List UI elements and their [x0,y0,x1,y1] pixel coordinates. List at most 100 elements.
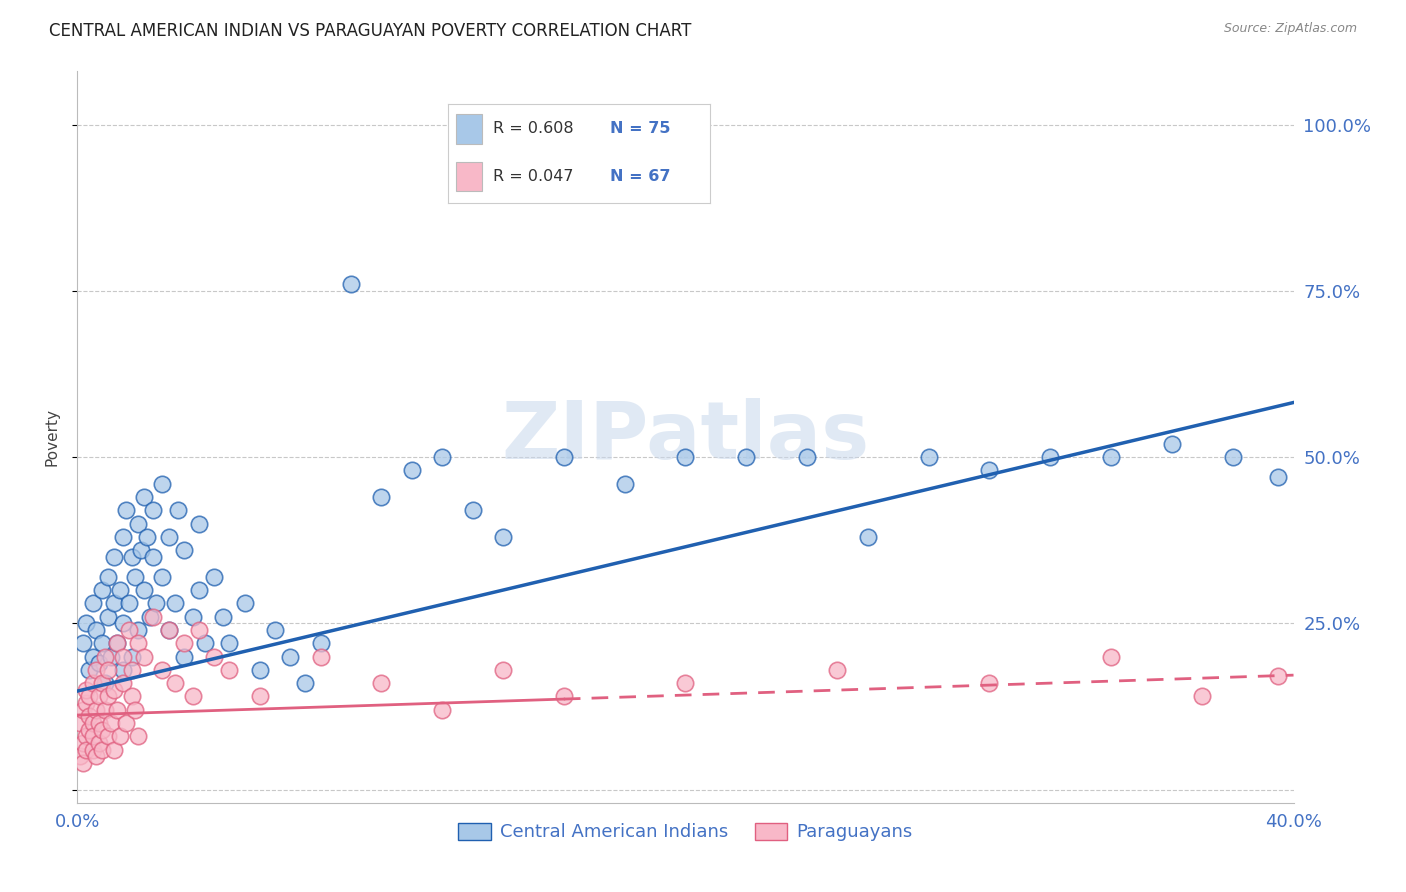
Point [202,649,225,664]
Point [82,742,104,756]
Point [1222,450,1244,464]
Point [97,729,120,743]
Point [613,476,636,491]
Point [82,716,104,731]
Point [87,736,110,750]
Point [121,690,143,704]
Point [97,690,120,704]
Point [430,703,453,717]
Point [142,549,165,564]
Point [553,450,575,464]
Point [1267,669,1289,683]
Point [249,690,271,704]
Point [72,736,94,750]
Point [72,756,94,770]
Point [72,703,94,717]
Point [79,709,101,723]
Point [121,663,143,677]
Point [675,676,697,690]
Point [1161,436,1184,450]
Point [111,676,134,690]
Point [856,530,879,544]
Point [181,690,204,704]
Point [121,649,143,664]
Point [103,596,125,610]
Point [129,543,152,558]
Point [157,530,180,544]
Point [152,663,174,677]
Point [90,723,112,737]
Point [90,676,112,690]
Point [134,649,156,664]
Point [90,636,112,650]
Point [188,623,211,637]
Point [1099,649,1122,664]
Point [118,623,141,637]
Point [553,690,575,704]
Point [264,623,287,637]
Point [82,729,104,743]
Point [90,582,112,597]
Point [100,649,122,664]
Point [97,609,120,624]
Point [461,503,484,517]
Point [294,676,316,690]
Point [93,703,115,717]
Point [152,476,174,491]
Point [218,636,240,650]
Point [82,596,104,610]
Point [1191,690,1213,704]
Point [173,649,195,664]
Point [134,582,156,597]
Point [127,623,149,637]
Point [136,530,159,544]
Point [75,742,97,756]
Point [979,463,1001,477]
Point [75,729,97,743]
Point [134,490,156,504]
Point [675,450,697,464]
Point [166,503,188,517]
Point [103,682,125,697]
Point [309,649,332,664]
Point [492,530,515,544]
Text: CENTRAL AMERICAN INDIAN VS PARAGUAYAN POVERTY CORRELATION CHART: CENTRAL AMERICAN INDIAN VS PARAGUAYAN PO… [49,22,692,40]
Point [278,649,301,664]
Point [142,609,165,624]
Point [152,570,174,584]
Point [105,703,128,717]
Y-axis label: Poverty: Poverty [44,408,59,467]
Point [93,676,115,690]
Point [173,636,195,650]
Point [69,716,91,731]
Point [212,609,235,624]
Point [1039,450,1062,464]
Point [827,663,849,677]
Point [84,623,107,637]
Point [735,450,758,464]
Point [121,549,143,564]
Point [75,682,97,697]
Point [69,749,91,764]
Point [163,596,186,610]
Point [233,596,256,610]
Legend: Central American Indians, Paraguayans: Central American Indians, Paraguayans [451,815,920,848]
Point [142,503,165,517]
Point [163,676,186,690]
Point [108,582,131,597]
Point [84,703,107,717]
Point [79,723,101,737]
Text: Source: ZipAtlas.com: Source: ZipAtlas.com [1223,22,1357,36]
Point [218,663,240,677]
Point [79,663,101,677]
Point [127,516,149,531]
Point [93,649,115,664]
Point [75,696,97,710]
Point [103,742,125,756]
Point [82,676,104,690]
Point [145,596,167,610]
Point [249,663,271,677]
Point [84,749,107,764]
Point [118,596,141,610]
Point [108,729,131,743]
